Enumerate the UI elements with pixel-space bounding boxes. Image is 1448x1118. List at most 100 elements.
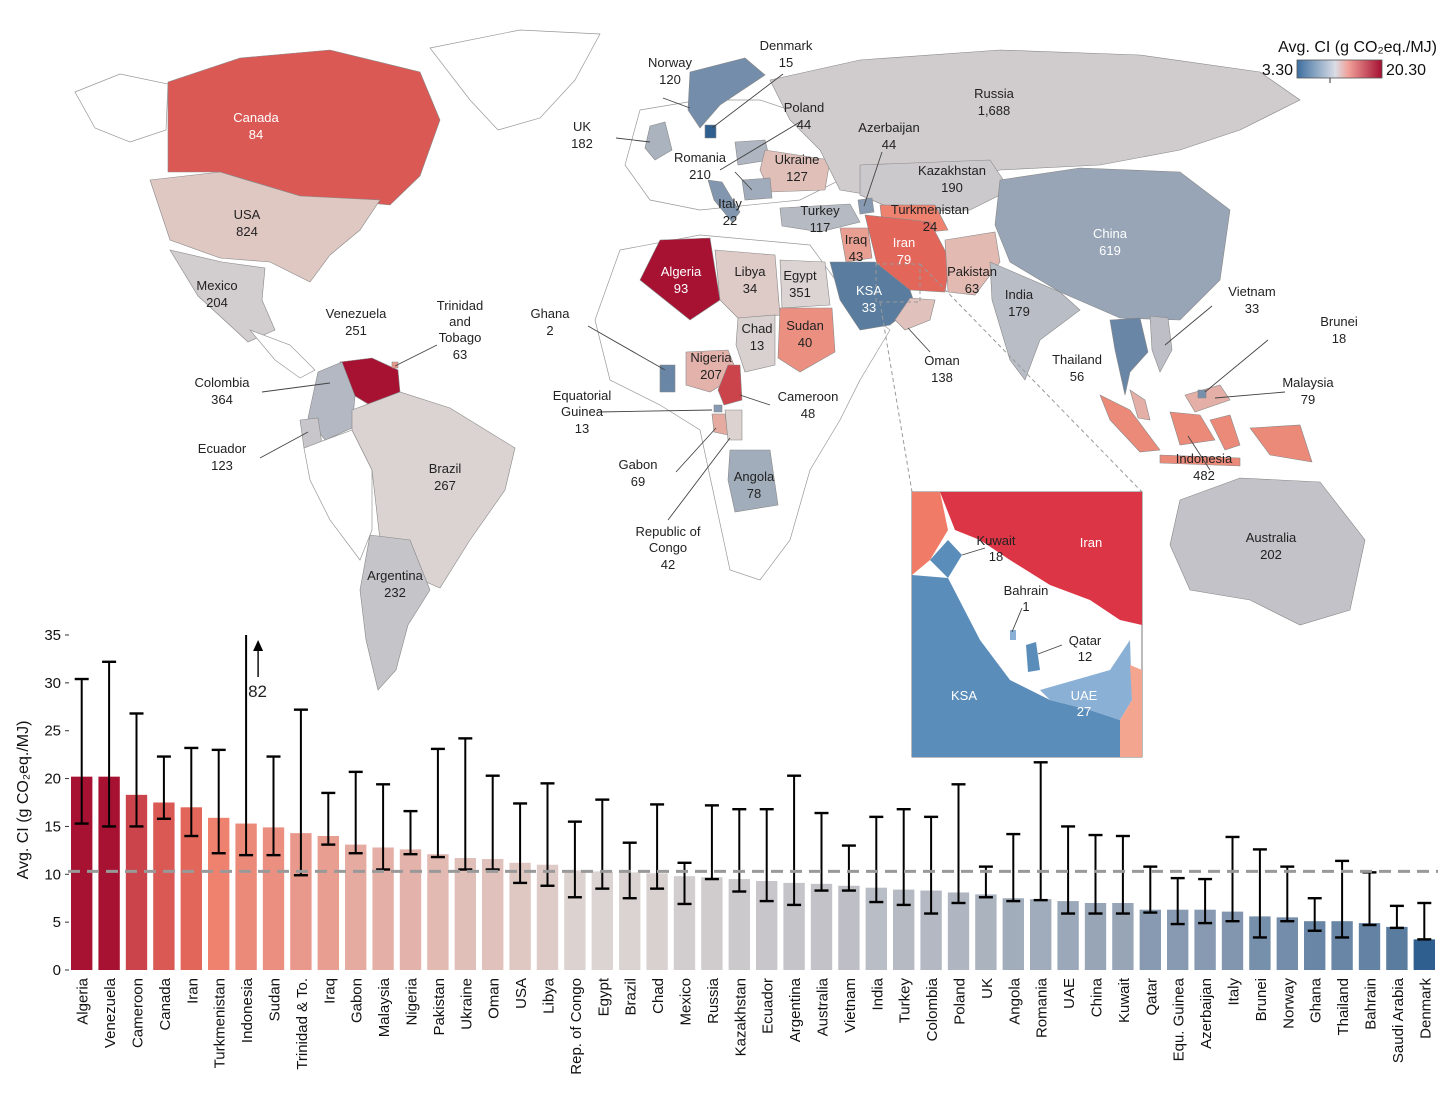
bar-ecuador <box>756 880 778 970</box>
bar-denmark <box>1413 939 1435 970</box>
colorbar-gradient <box>1296 59 1383 79</box>
map-label-name: Russia <box>974 86 1015 101</box>
map-china <box>994 167 1231 321</box>
x-tick-label-chad: Chad <box>650 978 667 1014</box>
map-label-value: 351 <box>789 285 811 300</box>
map-iraq <box>839 227 873 263</box>
bar-norway <box>1276 917 1298 970</box>
map-label-russia: Russia 1,688 <box>974 86 1015 118</box>
map-label-name: Denmark <box>760 38 813 53</box>
map-india <box>989 261 1081 381</box>
map-label-denmark: Denmark 15 <box>760 38 813 70</box>
bar-cameroon <box>125 794 148 970</box>
errorbar-ecuador <box>759 808 774 903</box>
map-label-colombia: Colombia 364 <box>195 375 251 407</box>
map-label-name: Mexico <box>196 278 237 293</box>
map-label-name: China <box>1093 226 1128 241</box>
map-label-name: Chad <box>741 321 772 336</box>
y-axis: 0 5 10 15 20 25 30 35 <box>44 627 69 979</box>
map-label-name: Colombia <box>195 375 251 390</box>
bar-vietnam <box>838 885 860 970</box>
x-tick-label-kazakhstan: Kazakhstan <box>732 978 749 1056</box>
map-label-sudan: Sudan 40 <box>786 318 824 350</box>
map-label-venezuela: Venezuela 251 <box>326 306 387 338</box>
errorbar-egypt <box>595 798 610 890</box>
bar-ghana <box>1304 921 1326 970</box>
map-label-name: KSA <box>856 283 882 298</box>
map-label-name: Ukraine <box>775 152 820 167</box>
map-label-value: 48 <box>801 406 815 421</box>
map-label-value: 34 <box>743 281 757 296</box>
errorbar-qatar <box>1143 865 1158 914</box>
bar-algeria <box>71 776 93 970</box>
map-egypt <box>779 259 831 309</box>
bar-sudan <box>262 827 285 970</box>
x-tick-label-trinidad-to: Trinidad & To. <box>294 978 311 1070</box>
map-label-value: 127 <box>786 169 808 184</box>
x-tick-label-russia: Russia <box>705 977 722 1024</box>
map-label-kazakhstan: Kazakhstan 190 <box>918 163 986 195</box>
map-label-turkey: Turkey 117 <box>800 203 840 235</box>
inset-label-name: UAE <box>1071 688 1098 703</box>
map-label-value: 40 <box>798 335 812 350</box>
bar-gabon <box>345 844 367 970</box>
map-label-ksa: KSA 33 <box>856 283 882 315</box>
map-usa <box>149 171 381 283</box>
greenland-shape <box>429 29 601 131</box>
inset-oman-shape <box>1120 665 1142 757</box>
map-label-value: 482 <box>1193 468 1215 483</box>
map-label-name: Cameroon <box>778 389 839 404</box>
map-label-value: 1,688 <box>978 103 1011 118</box>
x-tick-label-angola: Angola <box>1006 977 1023 1024</box>
map-label-value: 190 <box>941 180 963 195</box>
errorbar-pakistan <box>430 747 445 859</box>
errorbar-indonesia <box>239 635 254 857</box>
map-label-name: Congo <box>649 540 687 555</box>
x-tick-label-qatar: Qatar <box>1143 978 1160 1016</box>
errorbar-india <box>869 815 884 904</box>
errorbar-usa <box>513 802 528 885</box>
x-tick-label-romania: Romania <box>1034 977 1051 1038</box>
errorbar-algeria <box>74 677 89 825</box>
bar-nigeria <box>399 849 422 970</box>
map-label-azerbaijan: Azerbaijan 44 <box>858 120 919 152</box>
map-label-value: 43 <box>849 249 863 264</box>
x-tick-label-denmark: Denmark <box>1417 978 1434 1039</box>
x-tick-label-rep-of-congo: Rep. of Congo <box>568 978 585 1075</box>
colorbar-title: Avg. CI (g CO₂eq./MJ) <box>1278 39 1437 56</box>
map-label-name: Guinea <box>561 404 604 419</box>
bar-trinidad-to <box>290 833 312 970</box>
map-label-malaysia: Malaysia 79 <box>1282 375 1334 407</box>
x-tick-labels: Algeria Venezuela Cameroon Canada Iran Turkme… <box>75 977 1435 1075</box>
errorbar-sudan <box>266 755 281 857</box>
inset-connector-left <box>879 301 913 493</box>
map-vietnam <box>1149 315 1173 373</box>
bar-australia <box>810 883 833 970</box>
x-tick-label-usa: USA <box>513 978 530 1009</box>
map-label-name: Vietnam <box>1228 284 1275 299</box>
map-label-name: Norway <box>648 55 693 70</box>
map-label-oman: Oman 138 <box>924 353 959 385</box>
x-tick-label-uk: UK <box>979 978 996 999</box>
map-label-thailand: Thailand 56 <box>1052 352 1102 384</box>
errorbar-australia <box>814 811 829 892</box>
inset-label-value: 18 <box>989 549 1003 564</box>
map-label-value: 207 <box>700 367 722 382</box>
map-romania <box>741 177 773 201</box>
map-label-romania: Romania 210 <box>674 150 727 182</box>
errorbar-mexico <box>677 861 692 906</box>
map-label-value: 251 <box>345 323 367 338</box>
map-label-value: 179 <box>1008 304 1030 319</box>
x-tick-label-thailand: Thailand <box>1335 978 1352 1036</box>
inset-label-value: 12 <box>1078 649 1092 664</box>
inset-label-name: Qatar <box>1069 633 1102 648</box>
map-label-name: Pakistan <box>947 264 997 279</box>
errorbar-canada <box>156 755 171 820</box>
y-tick-label: 5 <box>53 914 61 931</box>
map-label-name: Oman <box>924 353 959 368</box>
map-label-value: 24 <box>923 219 937 234</box>
